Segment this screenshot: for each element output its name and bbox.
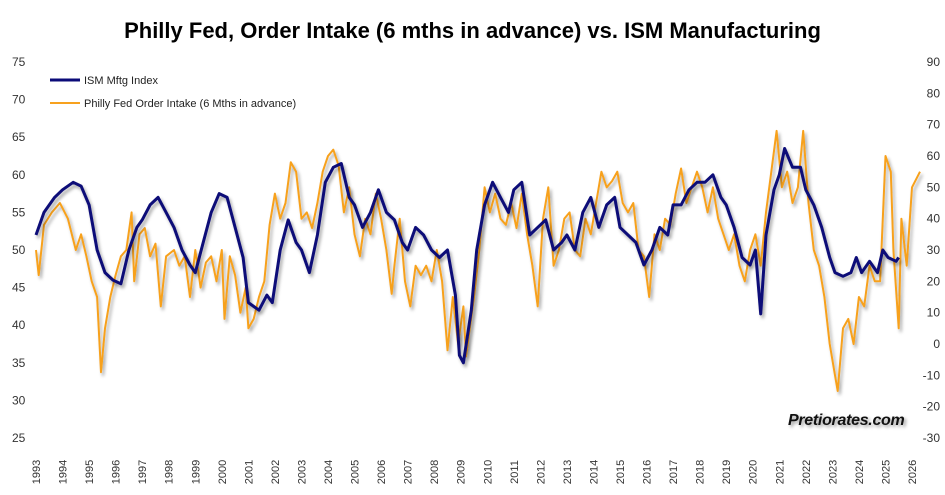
y-left-tick-label: 30 [12,393,26,407]
y-right-tick-label: -30 [923,431,941,445]
x-tick-label: 2001 [243,460,255,484]
y-left-tick-label: 25 [12,431,26,445]
x-tick-label: 2016 [642,460,654,484]
y-right-tick-label: 50 [927,180,941,194]
y-right-tick-label: 90 [927,55,941,69]
chart-title: Philly Fed, Order Intake (6 mths in adva… [124,18,821,43]
y-right-tick-label: 10 [927,306,941,320]
x-axis-labels: 1993 1994 1995 1996 1997 1998 1999 2000 2001 2002… [31,460,919,484]
x-tick-label: 2014 [588,460,600,484]
left-axis-labels: 75 70 65 60 55 50 45 40 35 30 25 [12,55,26,445]
y-left-tick-label: 45 [12,281,26,295]
x-tick-label: 2004 [323,460,335,484]
x-tick-label: 2002 [270,460,282,484]
watermark: Pretiorates.com [788,412,905,429]
x-tick-label: 2025 [880,460,892,484]
legend-label-philly: Philly Fed Order Intake (6 Mths in advan… [84,98,296,110]
x-tick-label: 2021 [774,460,786,484]
y-right-tick-label: 60 [927,149,941,163]
series-line-ism [34,147,900,365]
x-tick-label: 2026 [907,460,919,484]
y-left-tick-label: 40 [12,318,26,332]
x-tick-label: 2015 [615,460,627,484]
y-left-tick-label: 65 [12,130,26,144]
x-tick-label: 2005 [350,460,362,484]
y-left-tick-label: 75 [12,55,26,69]
x-tick-label: 2013 [562,460,574,484]
y-left-tick-label: 50 [12,243,26,257]
x-tick-label: 2023 [827,460,839,484]
y-right-tick-label: 30 [927,243,941,257]
x-tick-label: 2019 [721,460,733,484]
x-tick-label: 2018 [695,460,707,484]
x-tick-label: 1995 [84,460,96,484]
x-tick-label: 2009 [456,460,468,484]
x-tick-label: 2017 [668,460,680,484]
legend: ISM Mftg Index Philly Fed Order Intake (… [50,75,296,110]
x-tick-label: 1997 [137,460,149,484]
y-right-tick-label: 70 [927,118,941,132]
x-tick-label: 1999 [190,460,202,484]
y-left-tick-label: 35 [12,356,26,370]
y-left-tick-label: 70 [12,93,26,107]
x-tick-label: 2007 [403,460,415,484]
x-tick-label: 1998 [164,460,176,484]
y-left-tick-label: 60 [12,168,26,182]
x-tick-label: 2022 [801,460,813,484]
x-tick-label: 1996 [111,460,123,484]
x-tick-label: 2024 [854,460,866,484]
x-tick-label: 2006 [376,460,388,484]
x-tick-label: 2020 [748,460,760,484]
right-axis-labels: 90 80 70 60 50 40 30 20 10 0 -10 -20 -30 [923,55,941,445]
series-line-philly-fed [35,129,921,392]
x-tick-label: 2012 [535,460,547,484]
x-tick-label: 2011 [509,460,521,484]
y-right-tick-label: -10 [923,368,941,382]
x-tick-label: 1993 [31,460,43,484]
y-right-tick-label: 20 [927,274,941,288]
x-tick-label: 2008 [429,460,441,484]
y-right-tick-label: -20 [923,400,941,414]
x-tick-label: 1994 [58,460,70,484]
x-tick-label: 2010 [482,460,494,484]
series-lines [34,129,921,392]
y-right-tick-label: 40 [927,212,941,226]
x-tick-label: 2000 [217,460,229,484]
y-right-tick-label: 80 [927,86,941,100]
legend-label-ism: ISM Mftg Index [84,75,158,87]
y-left-tick-label: 55 [12,205,26,219]
y-right-tick-label: 0 [933,337,940,351]
x-tick-label: 2003 [296,460,308,484]
